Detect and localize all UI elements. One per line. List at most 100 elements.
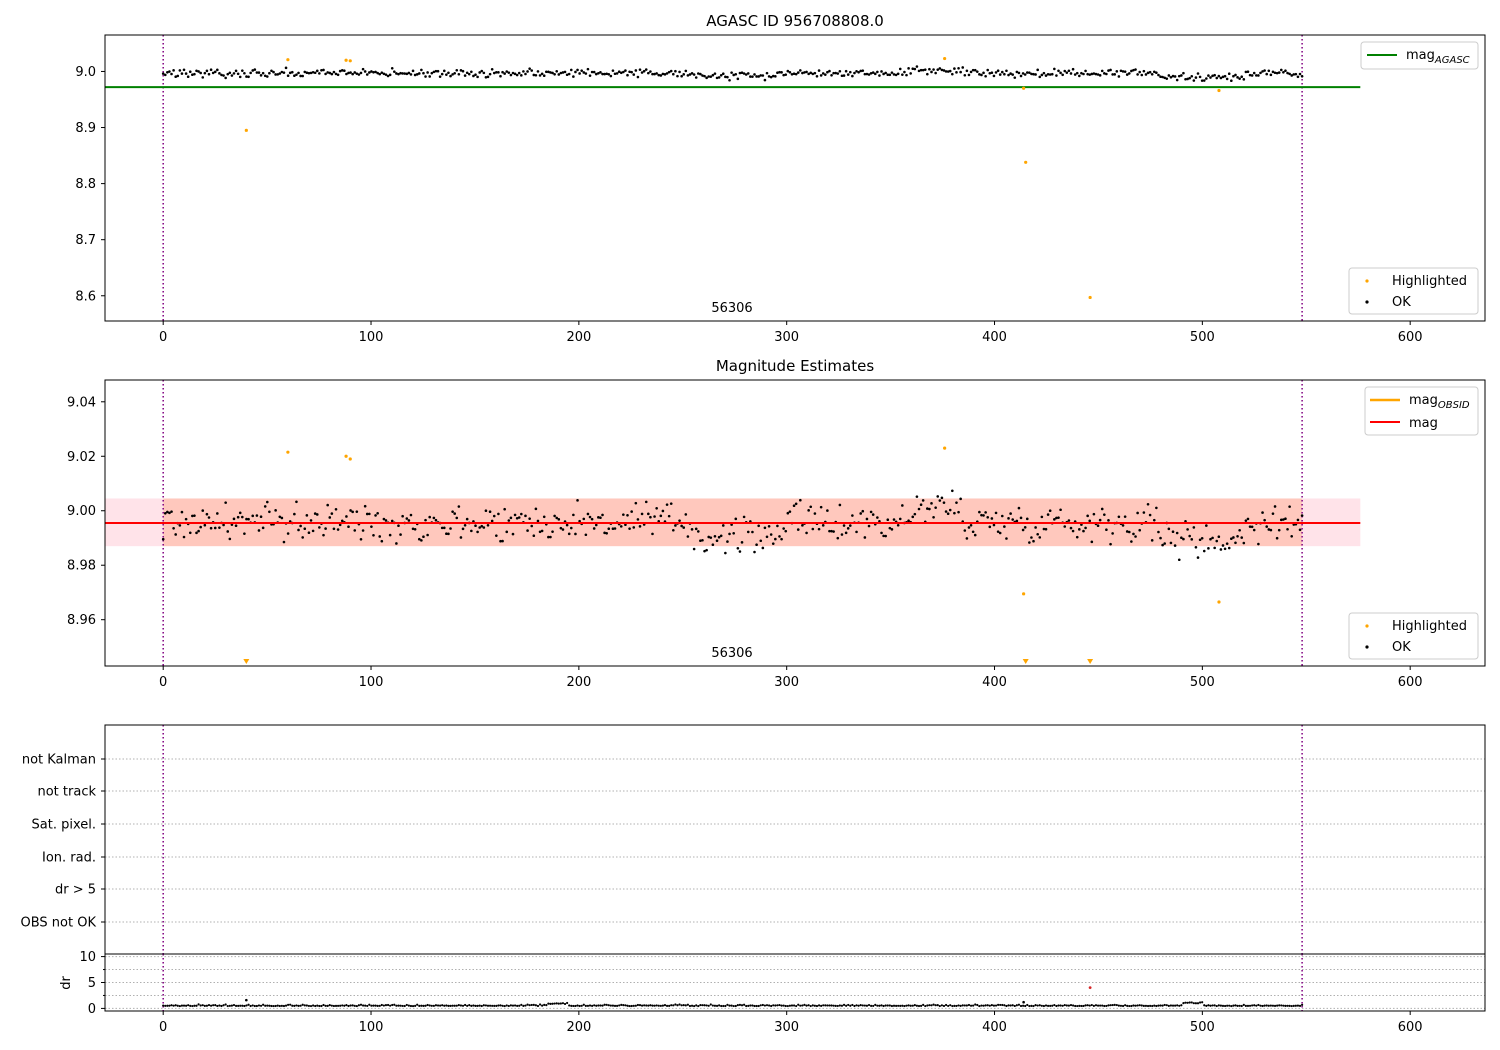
ok-point — [736, 546, 740, 550]
ok-point — [176, 74, 180, 78]
ok-point — [213, 526, 217, 530]
dr-point — [1265, 1004, 1268, 1007]
dr-point — [255, 1004, 258, 1008]
ok-point — [561, 71, 565, 74]
ok-point — [315, 513, 319, 516]
dr-point — [1032, 1004, 1035, 1008]
dr-point — [909, 1004, 912, 1007]
dr-point — [940, 1004, 944, 1007]
ok-point — [1186, 528, 1189, 531]
ok-point — [917, 507, 921, 511]
dr-point — [424, 1004, 427, 1007]
ok-point — [674, 524, 677, 527]
ok-point — [318, 72, 321, 75]
dr-point — [928, 1004, 931, 1007]
ok-point — [988, 71, 992, 75]
ok-point — [896, 523, 900, 527]
ok-point — [803, 71, 806, 74]
ok-point — [828, 69, 831, 73]
ok-point — [923, 68, 927, 71]
ok-point — [307, 531, 311, 534]
ok-point — [1119, 69, 1123, 73]
x-tick-label: 200 — [566, 330, 591, 345]
dr-point — [178, 1004, 181, 1008]
ok-point — [653, 72, 656, 76]
dr-point — [414, 1004, 417, 1007]
ok-point — [278, 72, 282, 75]
dr-point — [1117, 1004, 1120, 1007]
ok-point — [488, 72, 492, 76]
ok-point — [1019, 516, 1023, 520]
ok-point — [1159, 536, 1162, 540]
ok-point — [1155, 71, 1158, 75]
dr-point — [557, 1002, 560, 1005]
dr-point — [509, 1004, 513, 1007]
ok-point — [640, 512, 644, 516]
ok-point — [492, 514, 496, 518]
ok-point — [619, 525, 623, 528]
dr-point — [491, 1004, 494, 1007]
dr-point — [1159, 1004, 1162, 1007]
dr-point — [405, 1003, 408, 1007]
ok-point — [628, 70, 631, 74]
ok-point — [307, 71, 311, 75]
ok-point — [1092, 72, 1096, 75]
ok-point — [696, 530, 700, 533]
ok-point — [1046, 72, 1050, 76]
ok-point — [592, 70, 596, 74]
ok-point — [757, 75, 760, 78]
ok-point — [755, 75, 758, 78]
dr-point — [1003, 1004, 1006, 1007]
ok-point — [603, 531, 606, 535]
ok-point — [1000, 70, 1004, 74]
legend-box — [1348, 612, 1479, 660]
ok-point — [505, 530, 509, 534]
ok-point — [459, 69, 463, 72]
ok-point — [1211, 74, 1214, 78]
ok-point — [207, 516, 211, 519]
ok-point — [665, 503, 669, 506]
ok-point — [805, 70, 808, 74]
ok-point — [1032, 72, 1035, 76]
ok-point — [536, 519, 540, 523]
dr-point — [541, 1004, 544, 1007]
ok-point — [638, 68, 642, 71]
ok-point — [944, 70, 948, 73]
dr-point — [174, 1004, 177, 1007]
ok-point — [840, 74, 844, 78]
ok-point — [1144, 73, 1148, 76]
ok-point — [569, 68, 573, 72]
ok-point — [186, 75, 190, 79]
ok-point — [701, 538, 704, 542]
x-tick-label: 500 — [1190, 330, 1215, 345]
ok-point — [715, 76, 719, 80]
ok-point — [967, 73, 971, 77]
dr-point — [674, 1003, 677, 1006]
ok-point — [455, 68, 459, 72]
dr-point — [1107, 1004, 1110, 1007]
ok-point — [188, 70, 192, 73]
ok-point — [207, 72, 211, 76]
ok-point — [740, 71, 744, 75]
dr-point — [343, 1004, 346, 1007]
ok-point — [717, 76, 721, 79]
ok-point — [594, 523, 598, 527]
ok-point — [653, 515, 656, 518]
ok-point — [1134, 535, 1137, 538]
ok-point — [170, 72, 173, 76]
dr-point — [1099, 1004, 1102, 1007]
ok-point — [1005, 69, 1008, 73]
ok-point — [1230, 79, 1233, 83]
ok-point — [886, 73, 890, 77]
dr-point — [1005, 1004, 1008, 1008]
ok-point — [199, 525, 202, 529]
dr-point — [1109, 1004, 1112, 1007]
ok-point — [1180, 536, 1183, 540]
ok-point — [1173, 544, 1177, 547]
ok-point — [1107, 519, 1110, 522]
ok-point — [1028, 71, 1031, 74]
ok-point — [355, 510, 359, 513]
ok-point — [669, 69, 673, 73]
dr-point — [967, 1003, 971, 1007]
ok-point — [615, 72, 619, 75]
